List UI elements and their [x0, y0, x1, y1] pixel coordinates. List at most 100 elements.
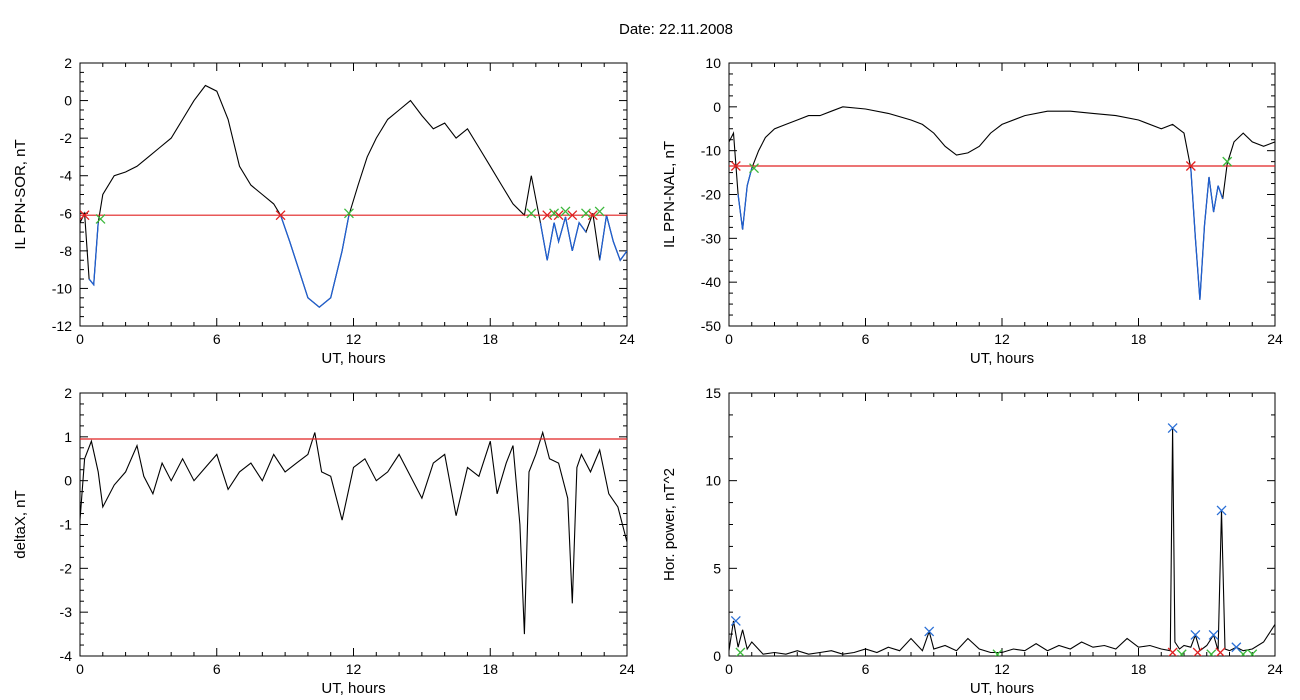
y-tick-label: -6	[60, 205, 73, 221]
y-tick-label: -4	[60, 168, 73, 184]
y-tick-label: -2	[60, 560, 73, 576]
y-tick-label: 5	[713, 560, 721, 576]
x-tick-label: 6	[862, 661, 870, 677]
green-marker	[95, 213, 106, 224]
series-line	[80, 84, 627, 308]
plot-area	[729, 423, 1275, 656]
green-marker	[992, 649, 1003, 656]
x-tick-label: 18	[1131, 661, 1147, 677]
red-marker	[542, 210, 553, 221]
x-tick-label: 24	[1267, 661, 1283, 677]
green-marker	[1206, 649, 1217, 656]
x-tick-label: 0	[76, 661, 84, 677]
plot-area	[729, 106, 1275, 300]
y-tick-label: 2	[64, 385, 72, 401]
x-axis-label: UT, hours	[321, 680, 385, 697]
x-axis-label: UT, hours	[970, 350, 1034, 367]
green-marker	[560, 206, 571, 217]
green-marker	[1247, 649, 1258, 656]
blue-marker	[1167, 423, 1178, 434]
y-axis-label: IL PPN-SOR, nT	[12, 139, 29, 249]
green-marker	[735, 647, 746, 656]
plot-area	[80, 84, 627, 309]
y-tick-label: 1	[64, 429, 72, 445]
green-marker	[594, 206, 605, 217]
blue-marker	[1208, 630, 1219, 640]
blue-marker	[924, 626, 935, 637]
blue-marker	[1190, 630, 1201, 640]
x-axis-label: UT, hours	[321, 350, 385, 367]
x-axis-label: UT, hours	[970, 680, 1034, 697]
x-tick-label: 12	[994, 331, 1010, 347]
green-marker	[526, 208, 537, 219]
red-marker	[80, 210, 90, 221]
chart-power: 0 6 12 18 24 15 10 5 0 UT, hours Hor. power, nT^2	[661, 385, 1283, 697]
x-tick-label: 0	[76, 331, 84, 347]
x-tick-label: 12	[994, 661, 1010, 677]
x-tick-label: 6	[213, 661, 221, 677]
blue-marker	[730, 615, 741, 626]
y-tick-label: -4	[60, 648, 73, 664]
green-marker	[549, 208, 560, 219]
red-marker	[567, 210, 578, 221]
y-axis-label: deltaX, nT	[12, 490, 29, 558]
below-threshold-segment	[88, 222, 99, 287]
y-tick-label: -1	[60, 517, 73, 533]
y-axis-label: Hor. power, nT^2	[661, 468, 678, 581]
below-threshold-segment	[599, 215, 627, 262]
below-threshold-segment	[279, 214, 350, 309]
chart-deltax: 0 6 12 18 24 2 1 0 -1 -2 -3 -4 UT, hours deltaX, nT	[12, 385, 635, 697]
green-marker	[581, 208, 591, 219]
y-tick-label: 0	[64, 93, 72, 109]
below-threshold-segment	[737, 168, 753, 230]
blue-marker	[1216, 505, 1227, 516]
x-tick-label: 18	[1131, 331, 1147, 347]
y-tick-label: 10	[705, 55, 721, 71]
red-marker	[1167, 647, 1178, 656]
y-tick-label: -10	[52, 280, 72, 296]
red-marker	[1215, 647, 1226, 656]
x-tick-label: 24	[619, 661, 635, 677]
x-tick-label: 24	[1267, 331, 1283, 347]
x-tick-label: 6	[862, 331, 870, 347]
red-marker	[730, 161, 741, 171]
y-tick-label: -30	[701, 230, 721, 246]
y-tick-label: 0	[64, 473, 72, 489]
plot-frame	[79, 392, 628, 657]
x-tick-label: 18	[482, 331, 498, 347]
y-tick-label: -2	[60, 130, 73, 146]
x-tick-label: 12	[346, 331, 362, 347]
x-tick-label: 0	[725, 331, 733, 347]
green-marker	[343, 208, 354, 219]
x-tick-label: 6	[213, 331, 221, 347]
series-line	[729, 428, 1275, 655]
x-tick-label: 24	[619, 331, 635, 347]
series-line	[80, 430, 627, 635]
y-tick-label: -8	[60, 243, 73, 259]
blue-marker	[1231, 642, 1242, 653]
y-tick-label: -10	[701, 143, 721, 159]
plot-area	[80, 430, 627, 635]
below-threshold-segment	[1190, 168, 1224, 300]
y-tick-label: -20	[701, 187, 721, 203]
y-tick-label: -40	[701, 274, 721, 290]
y-tick-label: -50	[701, 318, 721, 334]
x-tick-label: 0	[725, 661, 733, 677]
y-tick-label: 0	[713, 648, 721, 664]
y-tick-label: -3	[60, 604, 73, 620]
below-threshold-segment	[539, 216, 587, 261]
chart-nal: 0 6 12 18 24 10 0 -10 -20 -30 -40 -50 UT, hours IL PP…	[661, 55, 1283, 367]
green-marker	[1222, 156, 1233, 167]
green-marker	[1176, 649, 1187, 656]
plot-frame	[728, 392, 1276, 657]
y-tick-label: -12	[52, 318, 72, 334]
plot-frame	[79, 62, 628, 327]
chart-sor: 0 6 12 18 24 2 0 -2 -4 -6 -8 -10 -12 UT, hours IL PPN-…	[12, 55, 635, 367]
red-marker	[587, 210, 598, 221]
red-marker	[275, 210, 286, 221]
y-tick-label: 0	[713, 99, 721, 115]
x-tick-label: 12	[346, 661, 362, 677]
green-marker	[749, 163, 759, 174]
